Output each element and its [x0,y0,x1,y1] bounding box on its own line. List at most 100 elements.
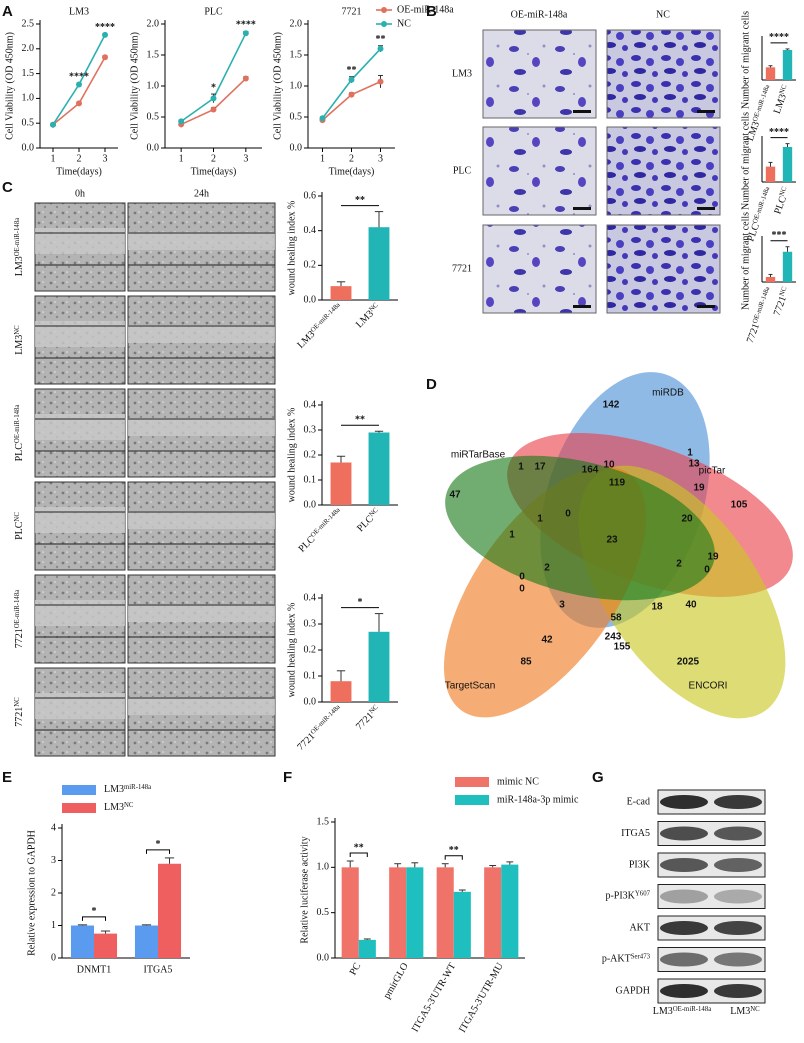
wound-gap [35,228,125,254]
superscript: OE-miR-148a [14,405,21,444]
significance: **** [95,22,115,33]
text-part: LM3 [14,335,25,355]
error-bar [785,143,790,147]
significance: ** [449,845,459,856]
significance-bracket [349,852,368,857]
error-bar [141,924,152,926]
significance: * [156,839,161,850]
error-bar [336,281,346,287]
significance: **** [69,71,89,82]
bar [782,147,793,182]
legend-label: NC [397,18,411,29]
superscript: Ser473 [631,953,651,960]
y-tick-label: 1.0 [147,80,160,91]
blot-band [714,858,762,872]
text-part: p-PI3K [605,891,635,902]
row-label: 7721NC [14,697,26,727]
blot-band [714,984,762,998]
venn-set-label: ENCORI [689,681,728,692]
legend-swatch [62,785,96,795]
x-tick-label: 7721NC [771,285,792,317]
superscript: NC [778,185,788,197]
blot-band [714,952,762,967]
legend-swatch [455,795,489,805]
error-bar [785,48,790,50]
error-bar [336,455,346,463]
wound-gap [128,325,275,343]
legend-label: mimic NC [497,776,539,787]
y-tick-label: 0.2 [304,644,317,655]
superscript: NC [368,301,380,313]
bar [782,251,793,282]
error-bar [785,246,790,252]
error-bar [394,863,402,868]
y-tick-label: 0 [51,952,56,963]
error-bar [374,430,384,433]
y-tick-label: 0.2 [304,260,317,271]
row-label: 7721 [452,263,472,274]
significance: **** [236,20,256,31]
row-label: PLCOE-miR-148a [14,405,26,462]
y-tick-label: 0.0 [304,696,317,707]
point [348,91,355,98]
venn-count: 17 [534,462,546,473]
y-tick-label: 0.5 [317,907,330,918]
bar [368,432,390,505]
venn-count: 18 [651,602,663,613]
y-tick-label: 0.0 [317,952,330,963]
text-part: LM3 [653,1006,673,1017]
panel-letter: G [592,769,604,786]
legend-label: LM3NC [104,802,134,814]
venn-count: 155 [614,642,631,653]
blot-label: p-PI3KY607 [605,890,650,902]
point [50,121,56,128]
superscript: OE-miR-148a [309,703,341,735]
y-tick-label: 0.0 [147,142,160,153]
y-axis-label: Number of migrant cells [740,11,751,109]
superscript: NC [778,83,788,95]
venn-count: 164 [582,465,599,476]
x-tick-label: 1 [179,153,184,164]
bar [158,863,182,958]
superscript: OE-miR-148a [751,84,771,123]
y-tick-label: 0.4 [304,399,317,410]
superscript: NC [14,697,21,707]
x-tick-label: ITGA5-3'UTR-WT [410,961,458,1034]
superscript: NC [368,703,380,715]
chart-title: 7721 [342,6,362,17]
bar [358,939,376,958]
bar [765,166,776,182]
legend-marker [381,7,387,13]
venn-count: 42 [541,635,553,646]
y-tick-label: 0.0 [304,294,317,305]
row-label: LM3OE-miR-148a [14,218,26,277]
blot-label: ITGA5 [621,828,650,839]
x-axis-label: Time(days) [56,166,102,177]
bar [436,867,454,958]
blot-label: p-AKTSer473 [602,953,651,965]
bar [368,227,390,300]
y-tick-label: 1.0 [317,862,330,873]
bar [341,867,359,958]
scale-bar [573,110,591,113]
x-tick-label: LM3NC [771,83,792,115]
point [348,76,355,83]
x-tick-label: 7721OE-miR-148a [295,703,345,753]
wound-gap [35,507,125,533]
blot-band [660,858,708,872]
point [319,115,326,122]
wound-gap [128,604,275,622]
error-bar [374,613,384,632]
bar [70,925,94,958]
panel-letter: D [426,376,437,393]
blot-band [660,889,708,904]
y-tick-label: 1.0 [290,80,303,91]
x-tick-label: 3 [103,153,108,164]
venn-count: 0 [519,572,525,583]
blot-label: E-cad [627,796,650,807]
x-tick-label: 2 [77,153,82,164]
venn-count: 3 [559,600,565,611]
blot-label: GAPDH [616,985,650,996]
micrograph [606,224,721,314]
venn-count: 2 [544,563,550,574]
